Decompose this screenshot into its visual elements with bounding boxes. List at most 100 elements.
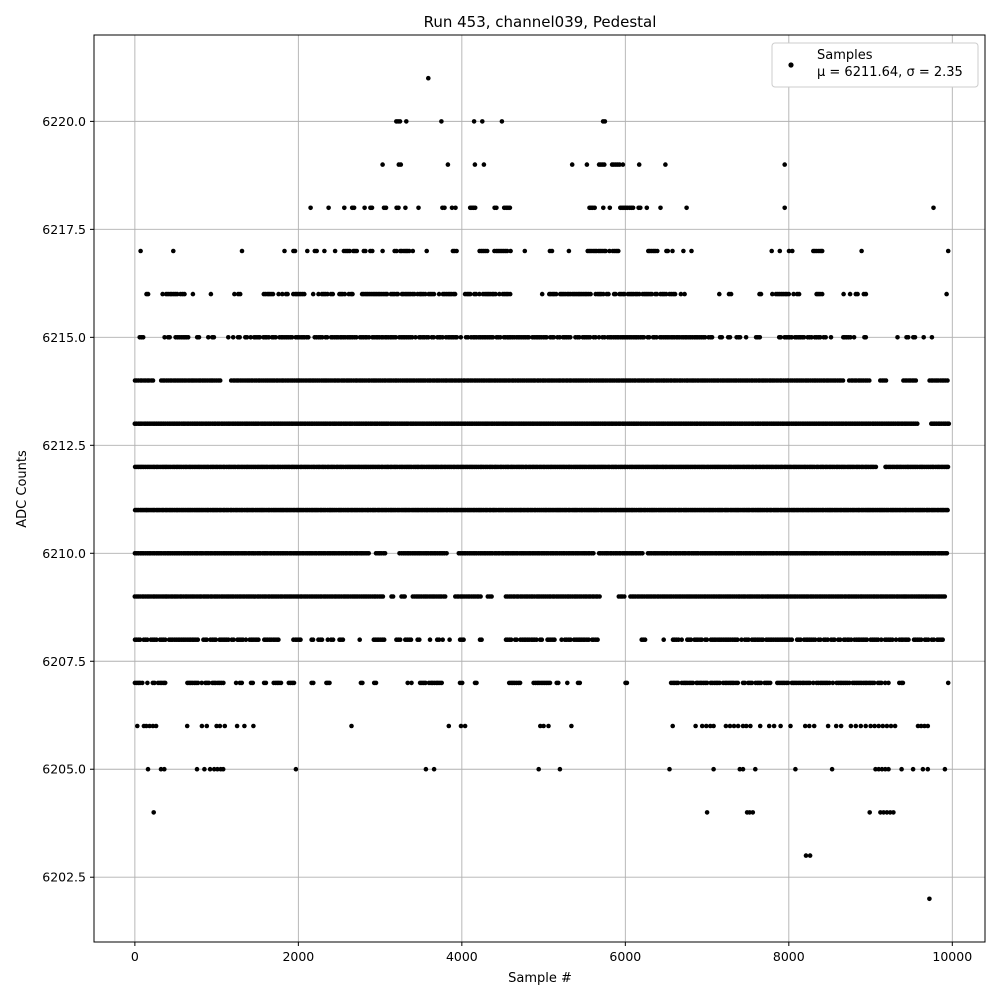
data-point [613, 291, 618, 297]
data-point [699, 637, 704, 642]
data-point [320, 335, 325, 340]
data-point [458, 723, 464, 729]
data-point [171, 248, 176, 254]
data-point [534, 637, 539, 642]
data-point [886, 766, 891, 772]
data-point [243, 637, 249, 642]
data-point [607, 248, 612, 254]
y-tick-label: 6202.5 [42, 870, 86, 885]
y-tick-label: 6210.0 [42, 546, 86, 561]
data-point [940, 637, 945, 642]
data-point [541, 723, 546, 729]
data-point [791, 291, 796, 297]
data-point [349, 723, 354, 729]
data-point [717, 291, 722, 297]
data-point [827, 680, 832, 686]
data-point [667, 766, 672, 772]
data-point [782, 205, 787, 211]
data-point [397, 637, 403, 642]
data-point [883, 766, 888, 772]
data-point [770, 291, 775, 297]
data-point [409, 335, 415, 340]
data-point [899, 766, 904, 772]
data-point [918, 637, 924, 642]
data-point [199, 723, 205, 729]
data-point [314, 248, 320, 254]
data-point [588, 291, 593, 297]
data-point [137, 637, 143, 642]
data-point [819, 248, 825, 254]
data-point [737, 335, 743, 340]
data-point [270, 291, 276, 297]
data-point [801, 335, 807, 340]
data-point [282, 248, 287, 254]
data-point [906, 637, 911, 642]
data-point [782, 162, 787, 167]
data-point [717, 680, 722, 686]
data-point [601, 205, 606, 211]
data-point [841, 291, 846, 297]
data-point [766, 723, 772, 729]
data-point [926, 637, 931, 642]
data-point [735, 637, 740, 642]
data-point [327, 680, 332, 686]
data-point [481, 162, 487, 167]
data-point [499, 119, 505, 124]
data-point [285, 291, 290, 297]
data-point [447, 637, 452, 642]
data-point [709, 335, 715, 340]
data-point [767, 680, 773, 686]
data-point [207, 766, 213, 772]
data-point [160, 291, 165, 297]
data-point [778, 723, 783, 729]
data-point [622, 594, 627, 599]
data-point [462, 723, 468, 729]
data-point [649, 291, 655, 297]
data-point [522, 248, 528, 254]
data-point [871, 680, 877, 686]
data-point [544, 335, 549, 340]
data-point [507, 291, 513, 297]
data-point [208, 291, 214, 297]
data-point [942, 766, 948, 772]
data-point [577, 335, 582, 340]
data-point [468, 291, 473, 297]
data-point [719, 335, 725, 340]
data-point [508, 248, 513, 254]
data-point [394, 248, 399, 254]
data-point [446, 723, 452, 729]
data-point [405, 680, 411, 686]
data-point [417, 637, 422, 642]
data-point [704, 637, 710, 642]
data-point [480, 119, 485, 124]
data-point [404, 119, 409, 124]
data-point [390, 594, 396, 599]
data-point [681, 248, 686, 254]
data-point [740, 766, 746, 772]
data-point [728, 291, 734, 297]
data-point [858, 723, 864, 729]
data-point [145, 291, 151, 297]
data-point [702, 335, 708, 340]
data-point [423, 680, 428, 686]
axis-ticks: 0 2000 4000 6000 8000 10000 6202.5 6205.0 6207.5… [42, 114, 972, 964]
data-point [431, 291, 437, 297]
data-point [929, 335, 935, 340]
data-point [876, 766, 881, 772]
data-point [875, 637, 881, 642]
data-point [817, 335, 823, 340]
data-point [592, 205, 597, 211]
data-point [931, 637, 937, 642]
data-point [789, 637, 795, 642]
data-point [848, 637, 854, 642]
data-point [363, 248, 368, 254]
data-point [330, 291, 336, 297]
data-point [416, 205, 421, 211]
data-point [704, 723, 709, 729]
data-point [257, 335, 263, 340]
data-point [412, 291, 417, 297]
data-point [153, 723, 159, 729]
data-point [373, 680, 379, 686]
data-point [807, 723, 812, 729]
data-point [796, 291, 802, 297]
